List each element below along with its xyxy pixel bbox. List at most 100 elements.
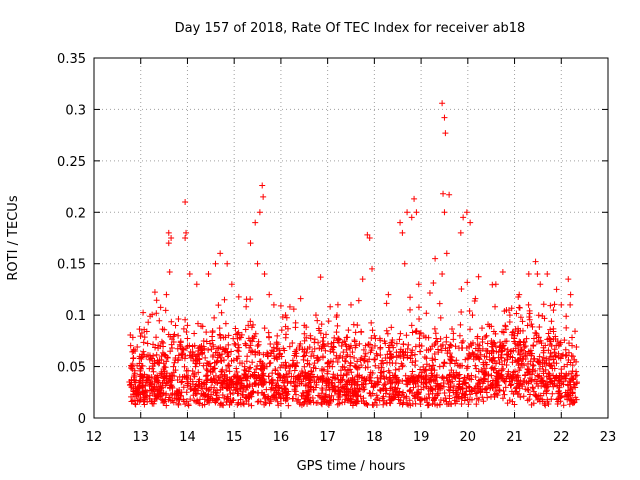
data-point — [369, 265, 376, 272]
data-point — [545, 347, 552, 354]
data-point — [139, 351, 146, 358]
data-point — [528, 321, 535, 328]
data-point — [293, 397, 300, 404]
data-point — [397, 219, 404, 226]
data-point — [343, 381, 350, 388]
data-point — [216, 325, 223, 332]
data-point — [195, 387, 202, 394]
data-point — [410, 384, 417, 391]
data-point — [324, 370, 331, 377]
data-point — [243, 395, 250, 402]
data-point — [189, 367, 196, 374]
data-point — [524, 397, 531, 404]
data-point — [377, 345, 384, 352]
data-point — [532, 258, 539, 265]
data-point — [448, 357, 455, 364]
data-point — [382, 354, 389, 361]
data-point — [326, 386, 333, 393]
data-point — [261, 325, 268, 332]
data-point — [527, 347, 534, 354]
data-point — [431, 341, 438, 348]
data-point — [431, 350, 438, 357]
data-point — [573, 343, 580, 350]
data-point — [189, 353, 196, 360]
data-point — [151, 384, 158, 391]
x-tick-label: 15 — [226, 430, 243, 445]
data-point — [426, 394, 433, 401]
data-point — [566, 401, 573, 408]
data-point — [389, 339, 396, 346]
data-point — [386, 369, 393, 376]
data-point — [172, 322, 179, 329]
data-point — [340, 349, 347, 356]
data-point — [214, 396, 221, 403]
data-point — [386, 348, 393, 355]
data-point — [202, 354, 209, 361]
data-point — [535, 334, 542, 341]
data-point — [409, 400, 416, 407]
data-point — [439, 100, 446, 107]
data-point — [215, 352, 222, 359]
data-point — [226, 401, 233, 408]
data-point — [524, 352, 531, 359]
data-point — [550, 336, 557, 343]
data-point — [253, 366, 260, 373]
data-point — [553, 286, 560, 293]
data-point — [166, 268, 173, 275]
data-point — [569, 342, 576, 349]
data-point — [351, 338, 358, 345]
data-point — [276, 391, 283, 398]
data-point — [516, 367, 523, 374]
data-point — [386, 342, 393, 349]
data-point — [446, 387, 453, 394]
data-point — [364, 402, 371, 409]
data-point — [509, 329, 516, 336]
data-point — [241, 384, 248, 391]
data-point — [345, 395, 352, 402]
data-point — [407, 306, 414, 313]
data-point — [167, 376, 174, 383]
data-point — [393, 374, 400, 381]
data-point — [535, 312, 542, 319]
data-point — [301, 322, 308, 329]
data-point — [549, 380, 556, 387]
data-point — [224, 260, 231, 267]
data-point — [168, 391, 175, 398]
data-point — [373, 392, 380, 399]
data-point — [484, 340, 491, 347]
data-point — [175, 332, 182, 339]
data-point — [493, 360, 500, 367]
data-point — [413, 209, 420, 216]
data-point — [428, 370, 435, 377]
data-point — [310, 364, 317, 371]
data-point — [415, 304, 422, 311]
data-point — [349, 375, 356, 382]
data-point — [558, 373, 565, 380]
data-point — [557, 355, 564, 362]
data-point — [510, 328, 517, 335]
data-point — [437, 384, 444, 391]
data-point — [174, 377, 181, 384]
data-point — [502, 338, 509, 345]
data-point — [359, 276, 366, 283]
data-point — [165, 331, 172, 338]
data-point — [532, 392, 539, 399]
data-point — [259, 182, 266, 189]
data-point — [475, 273, 482, 280]
data-point — [516, 304, 523, 311]
data-point — [377, 351, 384, 358]
data-point — [473, 401, 480, 408]
data-point — [439, 373, 446, 380]
data-point — [521, 338, 528, 345]
data-point — [271, 394, 278, 401]
data-point — [262, 400, 269, 407]
data-point — [154, 357, 161, 364]
data-point — [233, 365, 240, 372]
data-point — [261, 271, 268, 277]
data-point — [368, 344, 375, 351]
data-point — [337, 393, 344, 400]
data-point — [541, 315, 548, 322]
data-point — [499, 361, 506, 368]
data-point — [526, 316, 533, 323]
data-point — [443, 401, 450, 408]
